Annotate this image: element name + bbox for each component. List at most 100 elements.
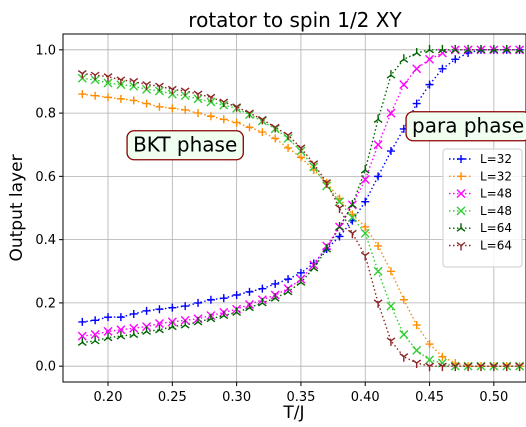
data-point xyxy=(284,275,293,284)
data-point xyxy=(129,329,139,339)
data-point xyxy=(257,115,267,125)
data-point xyxy=(335,204,344,213)
y-tick-label: 0.2 xyxy=(35,296,56,311)
x-tick-label: 0.20 xyxy=(94,390,123,405)
series-4 xyxy=(77,44,524,347)
data-point xyxy=(194,298,203,307)
data-point xyxy=(373,299,383,308)
data-point xyxy=(374,172,383,181)
data-point xyxy=(181,302,190,311)
data-point xyxy=(347,199,357,209)
data-point xyxy=(168,303,177,312)
data-point xyxy=(296,268,305,277)
data-point xyxy=(373,140,383,150)
data-point xyxy=(219,115,228,124)
data-point xyxy=(180,87,190,96)
data-point xyxy=(399,295,408,304)
data-point xyxy=(438,352,447,361)
data-point xyxy=(90,330,100,340)
data-point xyxy=(116,76,126,85)
annotation-box xyxy=(126,130,244,161)
data-point xyxy=(154,318,164,328)
data-point xyxy=(425,340,434,349)
chart-title: rotator to spin 1/2 XY xyxy=(188,8,402,32)
data-point xyxy=(335,221,344,231)
data-point xyxy=(347,212,357,222)
data-point xyxy=(232,103,242,112)
annotation-text: BKT phase xyxy=(133,133,237,157)
data-point xyxy=(412,47,422,57)
data-point xyxy=(450,362,460,372)
data-point xyxy=(232,307,242,316)
data-point xyxy=(360,228,370,238)
plot-frame xyxy=(62,33,526,383)
data-point xyxy=(129,77,139,87)
legend-item: L=64 xyxy=(449,239,512,253)
data-point xyxy=(206,93,216,103)
legend-label: L=64 xyxy=(480,239,512,253)
data-point xyxy=(181,105,190,114)
data-point xyxy=(412,345,422,355)
data-point xyxy=(194,109,203,118)
annotations: BKT phase para phase xyxy=(126,111,526,161)
data-point xyxy=(296,144,306,153)
data-point xyxy=(180,320,190,329)
data-point xyxy=(456,206,466,216)
legend-item: L=32 xyxy=(449,169,512,183)
x-axis-label: T/J xyxy=(282,403,304,423)
data-point xyxy=(258,128,267,137)
data-point xyxy=(232,291,241,299)
data-point xyxy=(451,55,460,64)
data-point xyxy=(129,96,138,105)
data-point xyxy=(270,123,280,133)
data-point xyxy=(437,44,447,54)
data-point xyxy=(271,134,280,143)
legend-frame xyxy=(442,148,523,268)
data-point xyxy=(219,310,229,320)
data-point xyxy=(489,44,499,54)
data-point xyxy=(399,54,409,63)
data-point xyxy=(155,102,164,111)
data-point xyxy=(373,266,383,276)
data-point xyxy=(322,244,332,253)
data-point xyxy=(78,317,87,326)
data-point xyxy=(476,362,486,372)
data-point xyxy=(309,160,319,169)
data-point xyxy=(425,355,435,365)
data-point xyxy=(90,71,100,81)
legend-label: L=64 xyxy=(480,221,512,235)
data-point xyxy=(456,189,466,199)
data-point xyxy=(374,241,383,250)
legend: L=32 L=32 L=48 L=48 L=64 L=64 xyxy=(442,148,523,268)
data-point xyxy=(296,277,306,286)
legend-label: L=48 xyxy=(480,187,512,201)
y-tick-label: 0.0 xyxy=(35,360,56,375)
data-point xyxy=(399,353,409,362)
data-point xyxy=(457,155,465,163)
data-point xyxy=(438,64,447,73)
data-point xyxy=(219,98,229,108)
data-point xyxy=(425,80,434,89)
legend-label: L=32 xyxy=(480,152,512,166)
data-point xyxy=(412,321,421,330)
data-point xyxy=(129,323,139,333)
data-point xyxy=(77,69,87,79)
y-tick-label: 1.0 xyxy=(35,43,56,58)
data-point xyxy=(361,222,370,231)
data-point xyxy=(463,362,473,372)
data-point xyxy=(412,99,421,108)
data-point xyxy=(193,90,203,100)
data-point xyxy=(489,362,499,372)
data-point xyxy=(322,179,332,188)
legend-item: L=64 xyxy=(449,221,512,235)
data-point xyxy=(386,147,395,156)
data-point xyxy=(284,143,293,152)
data-point xyxy=(206,313,216,323)
data-point xyxy=(412,359,422,369)
data-point xyxy=(116,313,125,322)
data-point xyxy=(232,118,241,127)
data-point xyxy=(258,284,267,293)
legend-item: L=48 xyxy=(449,187,512,201)
x-tick-label: 0.45 xyxy=(415,390,444,405)
